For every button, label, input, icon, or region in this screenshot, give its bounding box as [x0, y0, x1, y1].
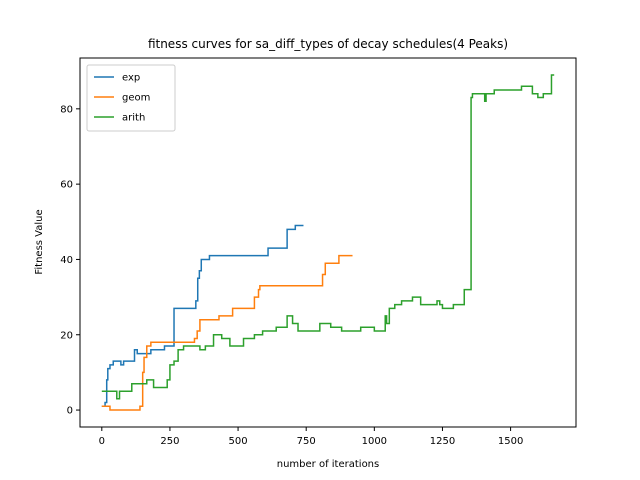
x-tick-label: 1000: [362, 436, 387, 447]
y-tick-label: 40: [60, 255, 73, 266]
x-tick-label: 0: [99, 436, 105, 447]
x-tick-label: 1250: [430, 436, 455, 447]
y-axis-label: Fitness Value: [34, 209, 45, 274]
legend: exp geom arith: [86, 64, 176, 132]
y-tick-label: 0: [67, 406, 73, 417]
x-axis-label: number of iterations: [277, 459, 379, 470]
x-tick-label: 1500: [498, 436, 523, 447]
legend-label-geom: geom: [122, 93, 150, 104]
legend-label-exp: exp: [122, 73, 140, 84]
series-layer: [101, 74, 555, 411]
series-line-exp: [101, 224, 304, 408]
x-axis-ticks: 0 250 500 750 1000 1250 1500: [99, 427, 523, 447]
x-tick-label: 500: [229, 436, 248, 447]
y-tick-label: 20: [60, 330, 73, 341]
y-axis-ticks: 0 20 40 60 80: [60, 104, 80, 417]
legend-box: [86, 64, 176, 132]
y-tick-label: 60: [60, 180, 73, 191]
series-line-arith: [101, 74, 555, 400]
y-tick-label: 80: [60, 104, 73, 115]
legend-label-arith: arith: [122, 113, 145, 124]
series-line-geom: [101, 254, 353, 411]
x-tick-label: 750: [297, 436, 316, 447]
chart-title: fitness curves for sa_diff_types of deca…: [148, 37, 508, 51]
x-tick-label: 250: [160, 436, 179, 447]
axes-frame: [79, 57, 577, 428]
